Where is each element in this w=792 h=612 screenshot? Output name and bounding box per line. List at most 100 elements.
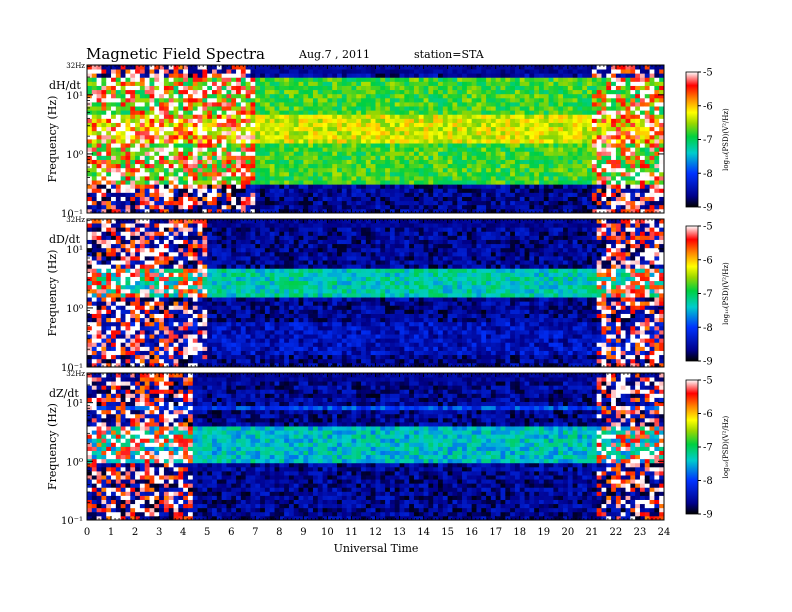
heatmap-cell xyxy=(322,73,328,78)
heatmap-cell xyxy=(101,155,107,160)
heatmap-cell xyxy=(264,65,271,70)
heatmap-cell xyxy=(404,180,410,185)
heatmap-cell xyxy=(548,159,554,165)
heatmap-cell xyxy=(529,126,535,132)
heatmap-cell xyxy=(447,122,453,128)
heatmap-cell xyxy=(486,89,492,95)
heatmap-cell xyxy=(135,89,141,95)
heatmap-cell xyxy=(317,188,324,193)
heatmap-cell xyxy=(409,118,415,123)
heatmap-cell xyxy=(423,122,429,128)
heatmap-cell xyxy=(375,188,381,193)
heatmap-cell xyxy=(500,192,506,197)
heatmap-cell xyxy=(418,196,424,202)
heatmap-cell xyxy=(630,110,636,115)
heatmap-cell xyxy=(563,65,569,70)
heatmap-cell xyxy=(510,155,516,160)
heatmap-cell xyxy=(361,147,367,152)
heatmap-cell xyxy=(101,264,107,269)
heatmap-cell xyxy=(115,126,122,132)
heatmap-cell xyxy=(154,151,160,156)
heatmap-cell xyxy=(543,171,549,177)
heatmap-cell xyxy=(365,89,372,95)
heatmap-cell xyxy=(428,81,434,86)
heatmap-cell xyxy=(101,147,107,152)
heatmap-cell xyxy=(361,155,367,160)
heatmap-cell xyxy=(303,196,309,202)
heatmap-cell xyxy=(659,139,665,144)
heatmap-cell xyxy=(216,118,223,123)
heatmap-cell xyxy=(96,110,102,115)
heatmap-cell xyxy=(567,143,574,148)
heatmap-cell xyxy=(615,184,622,189)
heatmap-cell xyxy=(327,69,333,74)
heatmap-cell xyxy=(115,208,122,214)
heatmap-cell xyxy=(212,126,218,132)
heatmap-cell xyxy=(471,97,477,103)
heatmap-cell xyxy=(543,102,549,107)
heatmap-cell xyxy=(135,171,141,177)
heatmap-cell xyxy=(433,167,439,173)
heatmap-cell xyxy=(404,102,410,107)
heatmap-cell xyxy=(351,65,357,70)
heatmap-cell xyxy=(481,102,487,107)
heatmap-cell xyxy=(385,93,391,99)
heatmap-cell xyxy=(659,196,665,202)
heatmap-cell xyxy=(471,143,477,148)
heatmap-cell xyxy=(659,134,665,140)
heatmap-cell xyxy=(308,208,314,214)
heatmap-cell xyxy=(130,350,136,356)
heatmap-cell xyxy=(91,256,98,261)
heatmap-cell xyxy=(385,147,391,152)
heatmap-cell xyxy=(639,147,646,152)
heatmap-cell xyxy=(101,196,107,202)
heatmap-cell xyxy=(317,102,324,107)
heatmap-cell xyxy=(514,200,521,206)
heatmap-cell xyxy=(101,342,107,347)
heatmap-cell xyxy=(442,106,449,111)
heatmap-cell xyxy=(563,188,569,193)
heatmap-cell xyxy=(197,176,203,181)
heatmap-cell xyxy=(327,134,333,140)
heatmap-cell xyxy=(654,69,660,74)
heatmap-cell xyxy=(428,69,434,74)
heatmap-cell xyxy=(361,134,367,140)
heatmap-cell xyxy=(639,208,646,214)
heatmap-cell xyxy=(332,208,338,214)
heatmap-cell xyxy=(120,223,126,228)
heatmap-cell xyxy=(163,81,170,86)
heatmap-cell xyxy=(380,97,386,103)
heatmap-cell xyxy=(375,73,381,78)
heatmap-cell xyxy=(514,69,521,74)
heatmap-cell xyxy=(303,110,309,115)
heatmap-cell xyxy=(101,251,107,257)
heatmap-cell xyxy=(303,106,309,111)
heatmap-cell xyxy=(298,163,304,169)
heatmap-cell xyxy=(322,93,328,99)
heatmap-cell xyxy=(87,180,93,185)
heatmap-cell xyxy=(476,118,482,123)
heatmap-cell xyxy=(519,155,525,160)
heatmap-cell xyxy=(534,81,540,86)
heatmap-cell xyxy=(264,110,271,115)
heatmap-cell xyxy=(601,184,607,189)
heatmap-cell xyxy=(106,97,112,103)
heatmap-cell xyxy=(322,118,328,123)
heatmap-cell xyxy=(163,85,170,91)
heatmap-cell xyxy=(582,139,588,144)
heatmap-cell xyxy=(543,155,549,160)
heatmap-cell xyxy=(558,180,564,185)
heatmap-cell xyxy=(375,147,381,152)
heatmap-cell xyxy=(394,102,400,107)
heatmap-cell xyxy=(106,130,112,136)
heatmap-cell xyxy=(510,200,516,206)
heatmap-cell xyxy=(87,65,93,70)
heatmap-cell xyxy=(341,151,348,156)
heatmap-cell xyxy=(428,102,434,107)
heatmap-cell xyxy=(163,69,170,74)
heatmap-cell xyxy=(611,85,617,91)
heatmap-cell xyxy=(394,151,400,156)
heatmap-cell xyxy=(236,102,242,107)
heatmap-cell xyxy=(399,114,405,119)
heatmap-cell xyxy=(452,139,458,144)
